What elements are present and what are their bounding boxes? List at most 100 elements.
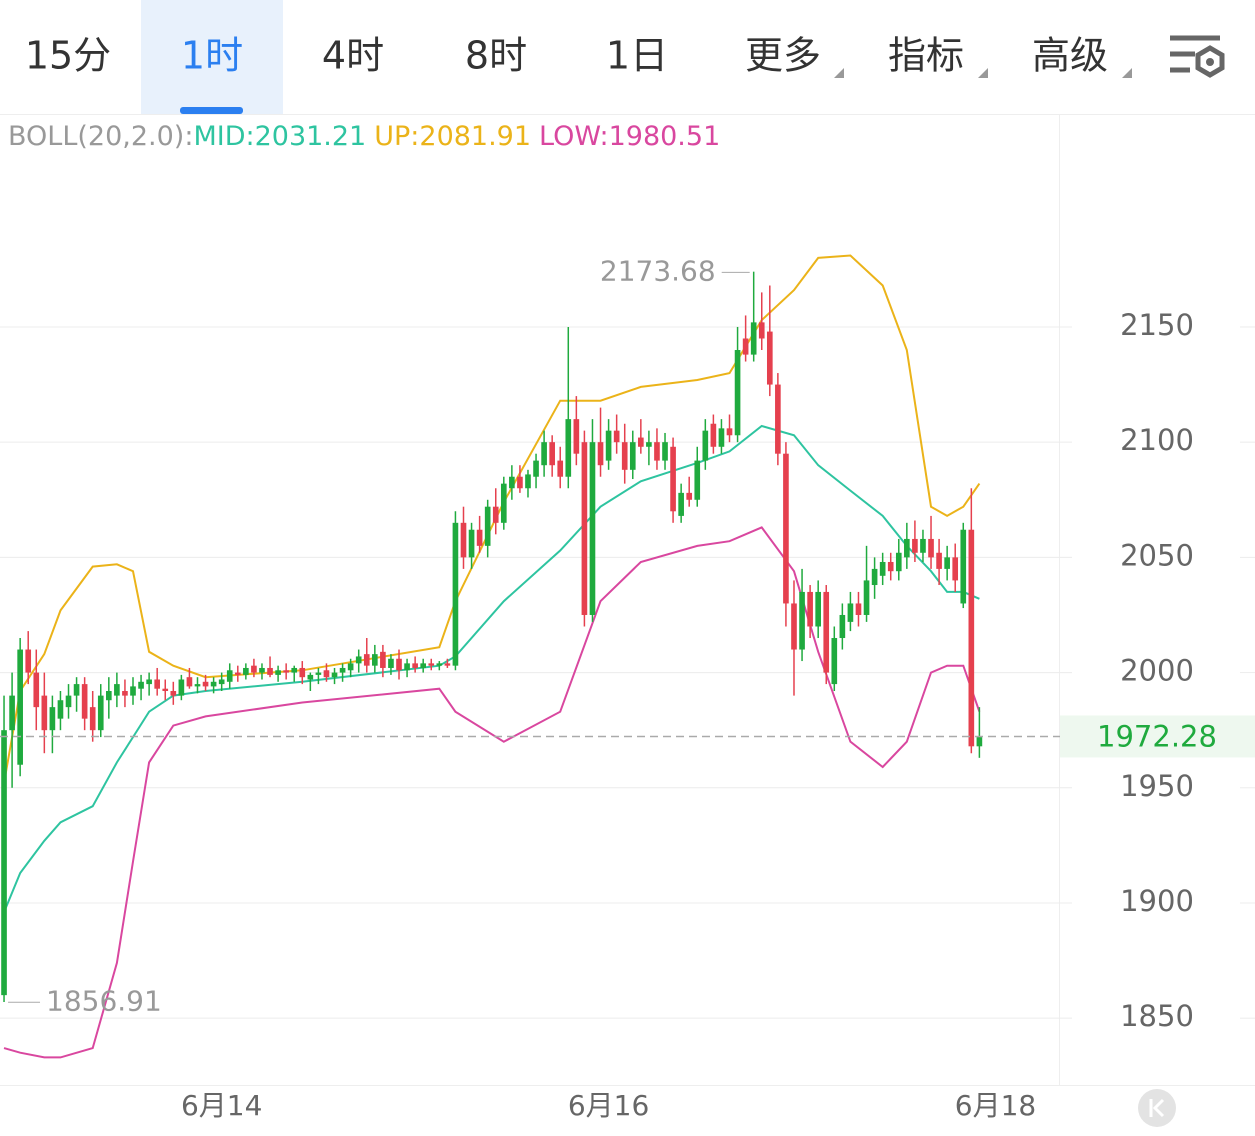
candle-body (605, 430, 612, 461)
candle-body (807, 591, 813, 627)
tab-label[interactable]: 更多 (745, 34, 821, 78)
dropdown-arrow (978, 68, 988, 78)
dropdown-arrow (1122, 68, 1132, 78)
candle-body (299, 667, 306, 678)
candle-body (73, 684, 80, 696)
candle-body (936, 552, 942, 569)
candle-body (436, 663, 443, 666)
candle-body (57, 700, 64, 719)
candle-body (307, 674, 314, 680)
last-price-label: 1972.28 (1097, 719, 1217, 753)
candle-body (686, 492, 693, 500)
tab-label[interactable]: 高级 (1032, 34, 1108, 78)
candle-body (629, 442, 636, 470)
legend: BOLL(20,2.0):MID:2031.21 UP:2081.91 LOW:19… (8, 121, 720, 152)
candle-body (33, 672, 40, 708)
candle-body (662, 442, 668, 461)
candle-body (484, 506, 491, 546)
dropdown-arrows (834, 68, 1132, 78)
candle-body (25, 649, 32, 673)
candle-body (799, 591, 805, 650)
tab-label[interactable]: 1时 (181, 34, 243, 78)
candle-body (476, 529, 483, 546)
candle-body (775, 384, 781, 454)
candle-body (154, 679, 161, 689)
candle-body (283, 670, 289, 673)
candle-body (41, 695, 48, 731)
candle-body (702, 430, 709, 461)
candle-body (638, 437, 644, 447)
x-tick-label: 6月14 (181, 1089, 262, 1122)
scroll-end-icon (1149, 1098, 1165, 1118)
active-tab-bg (141, 0, 283, 114)
candle-body (509, 476, 515, 489)
tab-label[interactable]: 指标 (888, 34, 964, 78)
candle-body (17, 649, 23, 765)
candle-body (960, 529, 967, 604)
candle-body (621, 442, 628, 470)
candle-body (428, 663, 435, 666)
tab-label[interactable]: 4时 (322, 34, 384, 78)
candle-body (573, 419, 580, 454)
x-tick-label: 6月16 (568, 1089, 649, 1122)
band-line (3, 526, 981, 1059)
candle-body (847, 603, 854, 622)
candle-body (928, 538, 934, 558)
candle-body (766, 331, 773, 385)
candle-body (879, 561, 886, 576)
candle-body (952, 557, 959, 581)
candle-body (468, 529, 475, 558)
candle-body (831, 638, 838, 685)
candle-body (517, 476, 523, 489)
candle-body (750, 322, 757, 355)
candle-body (234, 672, 241, 675)
candle-body (678, 492, 684, 516)
settings-icon[interactable] (1170, 35, 1225, 78)
candle-body (162, 688, 169, 692)
candle-body (347, 663, 354, 671)
candle-body (710, 423, 717, 447)
candle-body (815, 591, 821, 627)
candle-body (912, 538, 918, 553)
candle-body (146, 679, 152, 685)
band-line (3, 424, 980, 913)
y-tick-label: 1850 (1120, 999, 1194, 1033)
candle-body (251, 665, 257, 673)
tab-label[interactable]: 1日 (606, 34, 668, 78)
candle-body (742, 338, 749, 355)
candle-body (887, 561, 894, 572)
candle-body (202, 681, 209, 687)
candle-body (452, 522, 459, 666)
candle-body (557, 460, 564, 477)
candle-body (920, 538, 926, 553)
tab-label[interactable]: 15分 (25, 34, 111, 78)
candle-body (783, 453, 789, 604)
candle-body (549, 442, 555, 466)
candle-body (396, 658, 402, 671)
candle-body (49, 707, 56, 731)
candle-body (589, 442, 596, 615)
legend-item: MID:2031.21 (193, 121, 366, 152)
candle-body (170, 691, 177, 696)
candle-body (355, 656, 362, 664)
candle-body (734, 350, 741, 436)
candle-body (178, 679, 185, 696)
candle-body (1, 730, 7, 996)
candle-body (122, 691, 128, 696)
candle-body (186, 677, 193, 687)
candle-body (420, 663, 427, 668)
candle-body (968, 529, 975, 747)
candle-body (791, 603, 797, 650)
candle-body (597, 442, 604, 466)
candle-body (130, 686, 136, 696)
candle-body (895, 552, 902, 572)
candle-body (372, 654, 378, 666)
candle-body (331, 672, 338, 678)
candle-body (412, 663, 418, 668)
candle-body (492, 506, 499, 523)
tab-label[interactable]: 8时 (465, 34, 527, 78)
candle-body (541, 442, 547, 466)
candle-body (444, 663, 451, 666)
y-tick-label: 2150 (1120, 308, 1194, 342)
